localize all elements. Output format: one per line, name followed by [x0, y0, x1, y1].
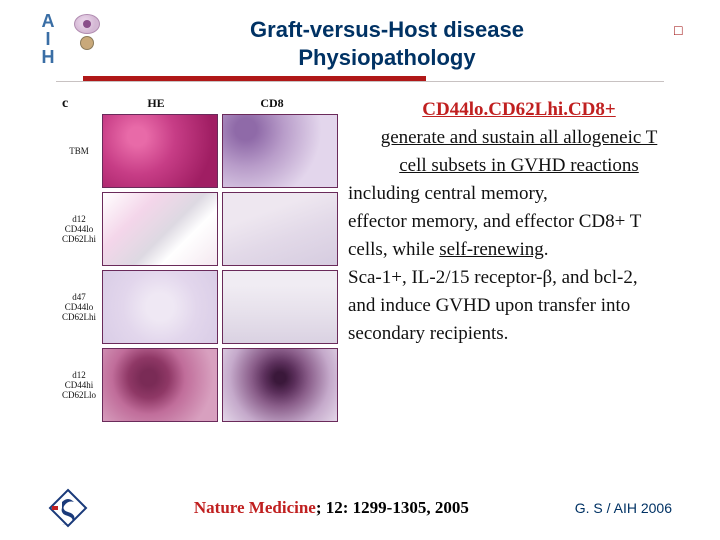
- panel-label: c: [60, 96, 98, 112]
- title-line-2: Physiopathology: [108, 44, 666, 72]
- tile-he-2: [102, 192, 218, 266]
- histology-grid: TBM d12 CD44lo CD62Lhi d47 CD44lo CD62Lh…: [60, 114, 340, 422]
- line5: cells, while self-renewing.: [348, 236, 690, 264]
- row-label-3: d47 CD44lo CD62Lhi: [60, 270, 98, 344]
- tile-he-1: [102, 114, 218, 188]
- header: A I H Graft-versus-Host disease Physiopa…: [30, 12, 690, 72]
- figure-panel: c HE CD8 TBM d12 CD44lo CD62Lhi d47 CD44…: [60, 96, 340, 422]
- line8: secondary recipients.: [348, 320, 690, 348]
- line5-pre: cells, while: [348, 239, 439, 260]
- content-row: c HE CD8 TBM d12 CD44lo CD62Lhi d47 CD44…: [30, 96, 690, 422]
- row-label-4: d12 CD44hi CD62Llo: [60, 348, 98, 422]
- citation: Nature Medicine; 12: 1299-1305, 2005: [194, 498, 469, 518]
- cell-icon: [74, 14, 100, 34]
- logo-letter-h: H: [42, 48, 55, 66]
- tile-cd8-3: [222, 270, 338, 344]
- tile-he-4: [102, 348, 218, 422]
- line7: and induce GVHD upon transfer into: [348, 292, 690, 320]
- figure-header: c HE CD8: [60, 96, 340, 112]
- headline-red: CD44lo.CD62Lhi.CD8+: [348, 96, 690, 124]
- footer: Nature Medicine; 12: 1299-1305, 2005 G. …: [0, 488, 720, 528]
- molecule-icon: [80, 36, 94, 50]
- tile-cd8-4: [222, 348, 338, 422]
- aih-logo-cells: [74, 12, 100, 50]
- diamond-s-icon: [48, 488, 88, 528]
- tile-he-3: [102, 270, 218, 344]
- aih-logo-letters: A I H: [30, 12, 66, 66]
- col-header-he: HE: [98, 96, 214, 112]
- col-header-cd8: CD8: [214, 96, 330, 112]
- citation-journal: Nature Medicine: [194, 498, 316, 517]
- line5-underline: self-renewing: [439, 239, 543, 260]
- logo-letter-i: I: [45, 30, 50, 48]
- bullet-icon: □: [674, 12, 690, 38]
- body-text: CD44lo.CD62Lhi.CD8+ generate and sustain…: [348, 96, 690, 422]
- line6: Sca-1+, IL-2/15 receptor-β, and bcl-2,: [348, 264, 690, 292]
- grey-divider: [56, 81, 663, 82]
- slide-root: A I H Graft-versus-Host disease Physiopa…: [0, 0, 720, 540]
- logo-letter-a: A: [42, 12, 55, 30]
- footer-logo: [48, 488, 88, 528]
- tile-cd8-2: [222, 192, 338, 266]
- citation-details: ; 12: 1299-1305, 2005: [316, 498, 469, 517]
- line2a: generate and sustain all allogeneic T: [348, 124, 690, 152]
- row-label-1: TBM: [60, 114, 98, 188]
- title-line-1: Graft-versus-Host disease: [108, 16, 666, 44]
- line2b: cell subsets in GVHD reactions: [348, 152, 690, 180]
- line4: effector memory, and effector CD8+ T: [348, 208, 690, 236]
- line5-post: .: [544, 239, 549, 260]
- line3: including central memory,: [348, 180, 690, 208]
- tile-cd8-1: [222, 114, 338, 188]
- credit: G. S / AIH 2006: [575, 500, 672, 516]
- title-block: Graft-versus-Host disease Physiopatholog…: [108, 12, 666, 72]
- row-label-2: d12 CD44lo CD62Lhi: [60, 192, 98, 266]
